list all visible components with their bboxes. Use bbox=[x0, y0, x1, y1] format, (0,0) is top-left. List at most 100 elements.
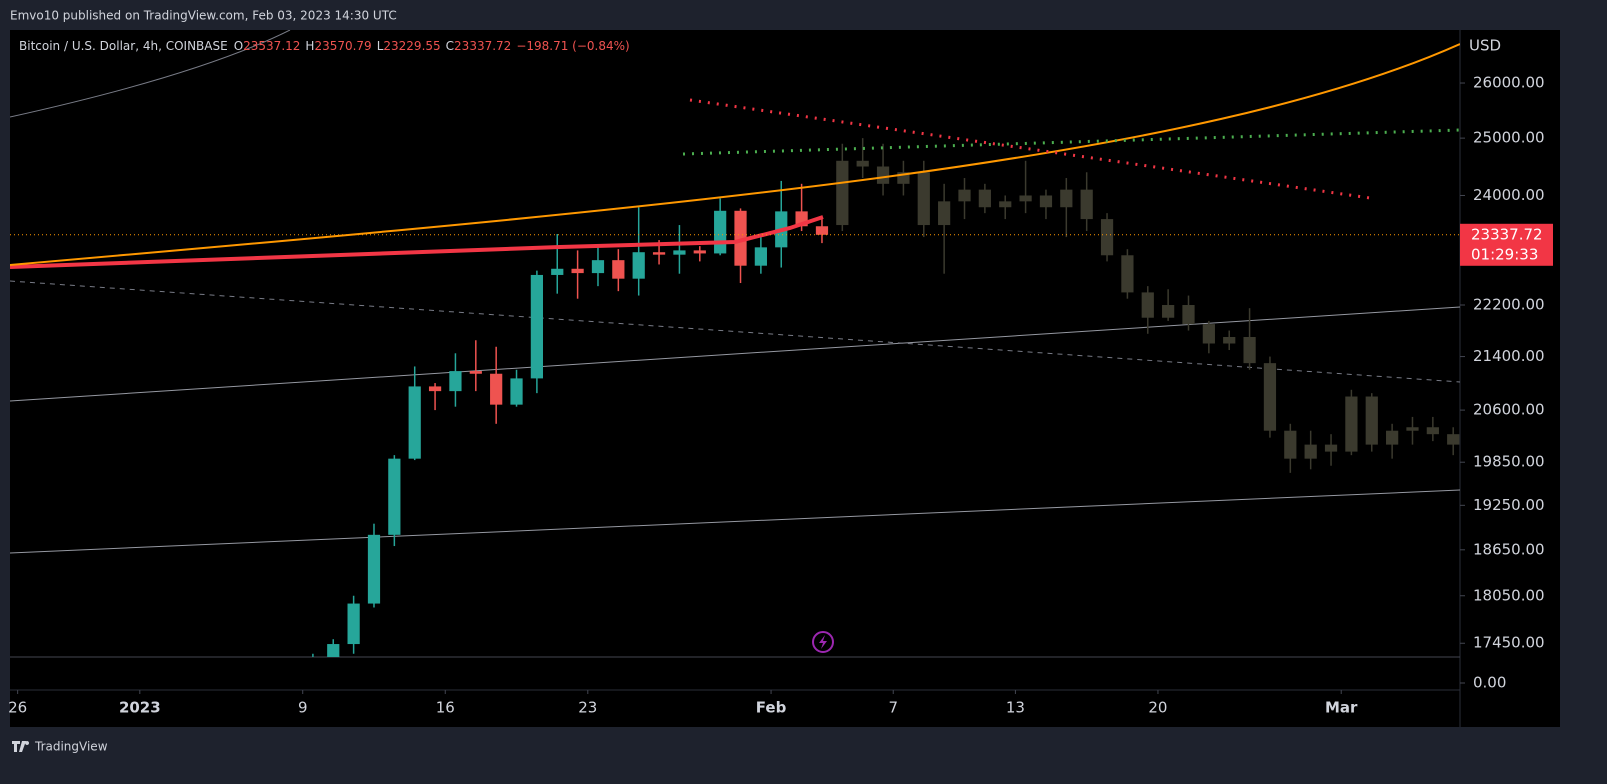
price-tag-box bbox=[1460, 223, 1553, 266]
brand: TradingView bbox=[34, 740, 108, 754]
candle-body bbox=[1365, 396, 1378, 445]
countdown: 01:29:33 bbox=[1471, 245, 1538, 263]
x-tick-label: Mar bbox=[1325, 699, 1358, 717]
candle-body bbox=[1324, 444, 1338, 452]
y-tick-label: 19250.00 bbox=[1473, 496, 1545, 514]
candle-body bbox=[1162, 305, 1175, 318]
symbol: Bitcoin / U.S. Dollar, 4h, COINBASE O2353… bbox=[19, 39, 630, 53]
candle-body bbox=[1304, 444, 1317, 459]
y-tick-label: 18050.00 bbox=[1473, 586, 1545, 604]
pane2-tick-label: 0.00 bbox=[1473, 674, 1506, 692]
candle-body bbox=[1039, 195, 1053, 208]
candle-body bbox=[1345, 396, 1358, 452]
candle-body bbox=[1019, 195, 1032, 202]
candle-body bbox=[1263, 363, 1277, 431]
price-tag-value: 23337.72 bbox=[1471, 225, 1543, 243]
candle-body bbox=[897, 172, 910, 184]
candle-body bbox=[652, 252, 666, 255]
h-prefix: H bbox=[305, 39, 314, 53]
x-tick-label: 26 bbox=[8, 699, 27, 717]
x-tick-label: 16 bbox=[436, 699, 455, 717]
o-prefix: O bbox=[234, 39, 243, 53]
x-tick-label: 2023 bbox=[119, 699, 161, 717]
event-icon[interactable] bbox=[812, 631, 834, 653]
y-tick-label: 19850.00 bbox=[1473, 453, 1545, 471]
candle-body bbox=[1080, 189, 1093, 220]
candle-body bbox=[978, 189, 991, 208]
x-tick-label: 20 bbox=[1148, 699, 1167, 717]
x-tick-label: Feb bbox=[756, 699, 787, 717]
curve-drawing bbox=[10, 43, 1460, 266]
x-tick-label: 9 bbox=[298, 699, 308, 717]
arc-drawing bbox=[10, 30, 291, 118]
y-tick-label: 20600.00 bbox=[1473, 401, 1545, 419]
candle-body bbox=[632, 252, 645, 279]
candle-body bbox=[999, 201, 1012, 208]
candle-body bbox=[449, 371, 462, 392]
high: 23570.79 bbox=[314, 39, 371, 53]
dotted-resistance bbox=[689, 98, 1371, 200]
candle-body bbox=[917, 172, 930, 226]
y-tick-label: 21400.00 bbox=[1473, 347, 1545, 365]
candle-body bbox=[714, 210, 727, 254]
symbol-name: Bitcoin / U.S. Dollar, 4h, COINBASE bbox=[19, 39, 228, 53]
currency: USD bbox=[1469, 37, 1501, 55]
candle-body bbox=[1243, 337, 1256, 364]
event-icon-bolt bbox=[819, 635, 827, 649]
candle-body bbox=[490, 373, 503, 405]
price-tag: 23337.72 01:29:33 bbox=[1460, 223, 1553, 266]
candles bbox=[312, 138, 1460, 657]
candle-body bbox=[408, 386, 421, 459]
candle-body bbox=[1202, 324, 1215, 344]
candle-body bbox=[1426, 427, 1439, 435]
y-tick-label: 22200.00 bbox=[1473, 296, 1545, 314]
candle-body bbox=[591, 260, 605, 274]
brand-logo bbox=[12, 741, 30, 752]
candle-body bbox=[1182, 305, 1195, 325]
candle-body bbox=[571, 268, 584, 274]
candle-body bbox=[958, 189, 971, 202]
candle-body bbox=[1060, 189, 1073, 208]
candle-body bbox=[1447, 434, 1460, 445]
low: 23229.55 bbox=[383, 39, 440, 53]
x-tick-label: 23 bbox=[578, 699, 597, 717]
published-note: Emvo10 published on TradingView.com, Feb… bbox=[10, 9, 397, 23]
y-tick-label: 24000.00 bbox=[1473, 186, 1545, 204]
dashed-line bbox=[10, 280, 1460, 383]
candle-body bbox=[367, 534, 381, 604]
channel-line bbox=[10, 306, 1460, 402]
candle-body bbox=[1284, 430, 1297, 459]
candle-body bbox=[1121, 255, 1134, 293]
candle-body bbox=[1141, 292, 1154, 318]
c-prefix: C bbox=[446, 39, 454, 53]
candle-body bbox=[938, 201, 951, 226]
candle-body bbox=[347, 603, 360, 645]
candle-body bbox=[1100, 219, 1114, 256]
chart-background bbox=[10, 30, 1560, 727]
y-tick-label: 25000.00 bbox=[1473, 129, 1545, 147]
candle-body bbox=[876, 166, 890, 184]
open: 23537.12 bbox=[243, 39, 300, 53]
change: −198.71 (−0.84%) bbox=[516, 39, 629, 53]
candle-body bbox=[1223, 337, 1236, 344]
x-tick-label: 13 bbox=[1006, 699, 1025, 717]
candle-body bbox=[734, 210, 747, 266]
candle-body bbox=[815, 226, 829, 235]
l-prefix: L bbox=[377, 39, 384, 53]
candle-body bbox=[388, 458, 401, 535]
candle-body bbox=[530, 274, 543, 379]
candle-body bbox=[856, 160, 869, 167]
close: 23337.72 bbox=[454, 39, 511, 53]
x-tick-label: 7 bbox=[888, 699, 898, 717]
candle-body bbox=[551, 268, 564, 275]
y-tick-label: 18650.00 bbox=[1473, 540, 1545, 558]
candle-body bbox=[1386, 430, 1399, 445]
candle-body bbox=[428, 386, 442, 392]
channel-line bbox=[10, 489, 1460, 554]
candle-body bbox=[327, 644, 340, 657]
dotted-support bbox=[682, 128, 1460, 156]
plot bbox=[10, 30, 1460, 657]
candle-body bbox=[754, 247, 767, 266]
